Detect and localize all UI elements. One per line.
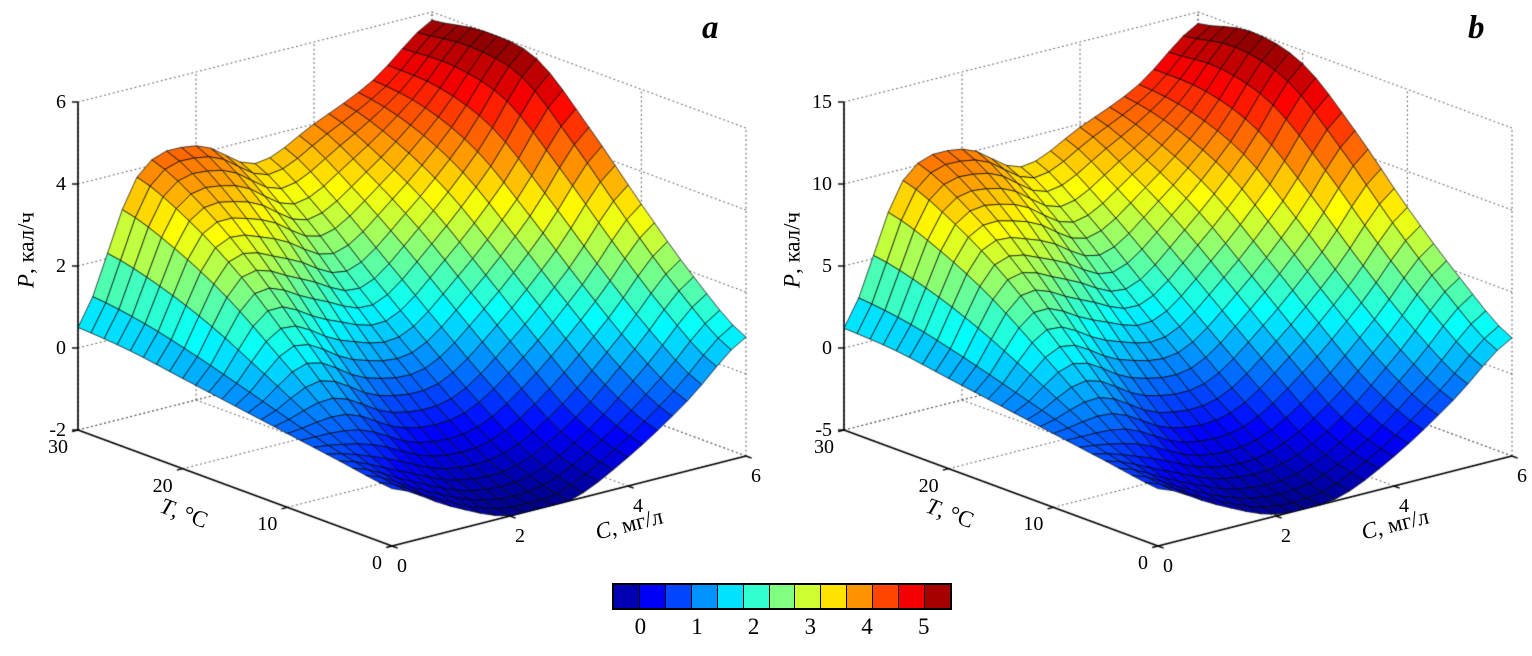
colorbar-tick-label: 1 <box>691 614 703 639</box>
z-tick-label: 2 <box>56 255 66 277</box>
y-tick-label: 20 <box>918 474 939 497</box>
colorbar-segment <box>924 585 950 608</box>
colorbar-tick-label: 4 <box>861 614 873 639</box>
x-tick-label: 4 <box>633 495 643 517</box>
colorbar-tick-label: 0 <box>634 614 647 639</box>
colorbar-segment <box>794 585 821 608</box>
colorbar-segment <box>614 585 639 608</box>
colorbar-segment <box>820 585 847 608</box>
colorbar-segment <box>846 585 873 608</box>
colorbar-segment <box>768 585 795 608</box>
colorbar-tick-label: 3 <box>804 614 817 639</box>
colorbar-segment <box>898 585 925 608</box>
colorbar-segment <box>690 585 717 608</box>
z-tick-label: -5 <box>815 419 832 441</box>
z-tick-label: 6 <box>56 91 66 113</box>
x-tick-label: 2 <box>1281 525 1291 547</box>
colorbar-segment <box>664 585 691 608</box>
panel-label-b: b <box>1468 10 1485 46</box>
colorbar-tick-label: 2 <box>747 614 760 639</box>
z-tick-label: 0 <box>56 337 66 359</box>
surface-plot-a: a -2 0 2 4 6 0 2 4 6 0 10 20 30 C, мг/л T, °C P, кал/ч <box>0 0 766 656</box>
z-tick-label: 10 <box>812 173 832 195</box>
colorbar: 0 1 2 3 4 5 <box>612 583 952 640</box>
surface-plot-b: b -5 0 5 10 15 0 2 4 6 0 10 20 30 C, мг/л T, °C P, кал/… <box>766 0 1532 656</box>
y-tick-label: 30 <box>48 436 68 458</box>
x-tick-label: 4 <box>1399 495 1409 517</box>
y-tick-label: 10 <box>257 513 278 536</box>
z-axis-label: P, кал/ч <box>779 211 805 288</box>
colorbar-segment <box>742 585 769 608</box>
y-tick-label: 30 <box>814 436 834 458</box>
y-tick-label: 10 <box>1023 513 1044 536</box>
colorbar-segment <box>638 585 665 608</box>
colorbar-tick-labels: 0 1 2 3 4 5 <box>612 614 952 640</box>
x-tick-label: 0 <box>397 555 407 577</box>
x-tick-label: 6 <box>1517 465 1527 487</box>
panel-label-a: a <box>702 10 719 46</box>
x-tick-label: 0 <box>1163 555 1173 577</box>
colorbar-segment <box>716 585 743 608</box>
y-tick-label: 20 <box>152 474 173 497</box>
surface-canvas-a <box>0 0 766 656</box>
surface-canvas-b <box>766 0 1532 656</box>
z-tick-label: 4 <box>56 173 66 195</box>
z-tick-label: 5 <box>822 255 832 277</box>
z-tick-label: -2 <box>49 419 66 441</box>
z-tick-label: 0 <box>822 337 832 359</box>
colorbar-swatches <box>612 583 952 610</box>
x-tick-label: 6 <box>751 465 761 487</box>
y-tick-label: 0 <box>372 552 382 574</box>
z-tick-label: 15 <box>812 91 832 113</box>
x-tick-label: 2 <box>515 525 525 547</box>
colorbar-segment <box>872 585 899 608</box>
y-tick-label: 0 <box>1138 552 1148 574</box>
z-axis-label: P, кал/ч <box>13 211 39 288</box>
colorbar-tick-label: 5 <box>917 614 930 639</box>
